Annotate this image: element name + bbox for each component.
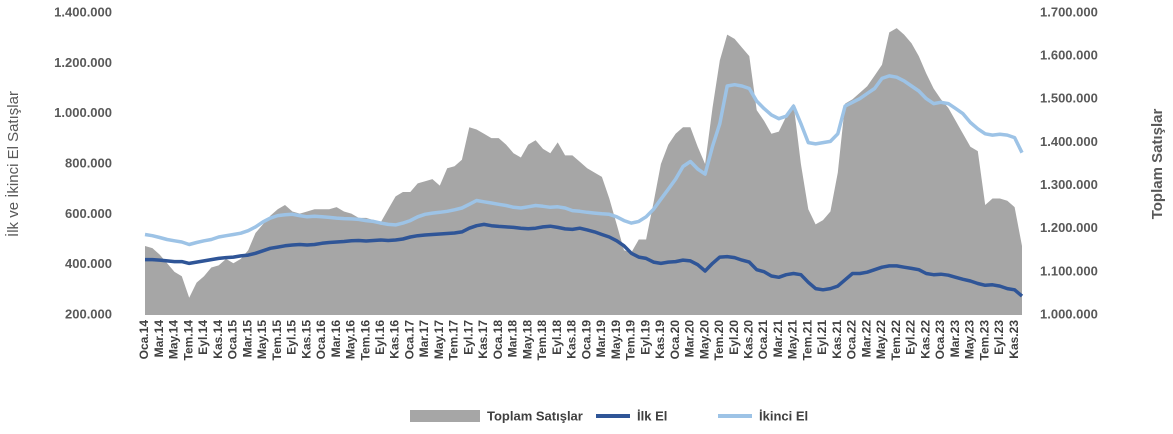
x-tick-label: Oca.20	[668, 320, 682, 360]
x-tick-label: Oca.14	[137, 320, 151, 360]
x-tick-label: Oca.21	[756, 320, 770, 360]
area	[145, 28, 1022, 315]
y2-tick-label: 1.300.000	[1040, 177, 1098, 192]
x-tick-label: Oca.17	[402, 320, 416, 360]
x-tick-label: Eyl.14	[196, 320, 210, 355]
x-tick-label: Eyl.17	[461, 320, 475, 355]
x-tick-label: Mar.15	[240, 320, 254, 358]
x-tick-label: Oca.18	[491, 320, 505, 360]
y-tick-label: 800.000	[65, 155, 112, 170]
y2-tick-label: 1.600.000	[1040, 48, 1098, 63]
x-tick-label: May.18	[520, 320, 534, 359]
x-tick-label: Mar.22	[859, 320, 873, 358]
x-tick-label: Tem.14	[181, 320, 195, 361]
y-tick-label: 200.000	[65, 306, 112, 321]
x-tick-label: Oca.16	[314, 320, 328, 360]
x-tick-label: Eyl.20	[727, 320, 741, 355]
x-tick-label: Kas.16	[388, 320, 402, 359]
x-tick-label: Tem.16	[358, 320, 372, 361]
x-tick-label: Kas.20	[741, 320, 755, 359]
legend-label: Toplam Satışlar	[487, 408, 583, 423]
x-tick-label: May.15	[255, 320, 269, 359]
x-tick-label: Eyl.18	[550, 320, 564, 355]
x-tick-label: Kas.14	[211, 320, 225, 359]
x-tick-label: Kas.22	[918, 320, 932, 359]
x-tick-label: Oca.19	[579, 320, 593, 360]
y2-tick-label: 1.400.000	[1040, 134, 1098, 149]
x-tick-label: Kas.17	[476, 320, 490, 359]
x-tick-label: Tem.17	[447, 320, 461, 361]
x-tick-label: Mar.16	[329, 320, 343, 358]
x-tick-label: Kas.18	[565, 320, 579, 359]
y-tick-label: 1.200.000	[54, 55, 112, 70]
x-tick-label: Eyl.23	[992, 320, 1006, 355]
x-tick-label: Eyl.19	[638, 320, 652, 355]
line	[144, 74, 1024, 247]
x-tick-label: May.16	[344, 320, 358, 359]
x-tick-label: Mar.21	[771, 320, 785, 358]
x-tick-label: Tem.19	[624, 320, 638, 361]
x-tick-label: May.23	[963, 320, 977, 359]
y2-axis-label: Toplam Satışlar	[1149, 109, 1166, 220]
y-tick-label: 400.000	[65, 256, 112, 271]
y2-tick-label: 1.200.000	[1040, 220, 1098, 235]
x-tick-label: Oca.23	[933, 320, 947, 360]
y2-tick-label: 1.100.000	[1040, 263, 1098, 278]
y-axis-label: İlk ve İkinci El Satışlar	[4, 91, 22, 237]
x-tick-label: Oca.22	[845, 320, 859, 360]
x-tick-label: Kas.21	[830, 320, 844, 359]
y2-tick-label: 1.500.000	[1040, 91, 1098, 106]
x-tick-label: Tem.15	[270, 320, 284, 361]
x-tick-label: Eyl.22	[904, 320, 918, 355]
x-tick-label: Mar.18	[506, 320, 520, 358]
x-tick-label: Mar.17	[417, 320, 431, 358]
x-tick-label: Mar.14	[152, 320, 166, 358]
x-tick-label: May.20	[697, 320, 711, 359]
x-tick-label: Tem.20	[712, 320, 726, 361]
x-tick-label: Kas.15	[299, 320, 313, 359]
x-tick-label: Eyl.15	[285, 320, 299, 355]
x-tick-label: May.21	[786, 320, 800, 359]
x-tick-label: Mar.23	[948, 320, 962, 358]
y-tick-label: 600.000	[65, 206, 112, 221]
x-tick-label: May.17	[432, 320, 446, 359]
x-tick-label: Tem.22	[889, 320, 903, 361]
x-tick-label: May.22	[874, 320, 888, 359]
x-tick-label: Mar.19	[594, 320, 608, 358]
x-tick-label: May.14	[167, 320, 181, 359]
x-tick-label: Kas.23	[1007, 320, 1021, 359]
x-tick-label: Eyl.16	[373, 320, 387, 355]
y2-tick-label: 1.700.000	[1040, 4, 1098, 19]
x-tick-label: Kas.19	[653, 320, 667, 359]
x-tick-label: Tem.23	[977, 320, 991, 361]
y-tick-label: 1.400.000	[54, 4, 112, 19]
x-tick-label: May.19	[609, 320, 623, 359]
x-tick-label: Oca.15	[226, 320, 240, 360]
line	[145, 222, 1024, 298]
y-tick-label: 1.000.000	[54, 105, 112, 120]
x-tick-label: Tem.21	[800, 320, 814, 361]
y2-tick-label: 1.000.000	[1040, 306, 1098, 321]
legend-label: İlk El	[637, 408, 667, 423]
legend-swatch	[410, 410, 480, 422]
legend-label: İkinci El	[759, 408, 808, 423]
x-tick-label: Tem.18	[535, 320, 549, 361]
x-tick-label: Mar.20	[683, 320, 697, 358]
x-tick-label: Eyl.21	[815, 320, 829, 355]
